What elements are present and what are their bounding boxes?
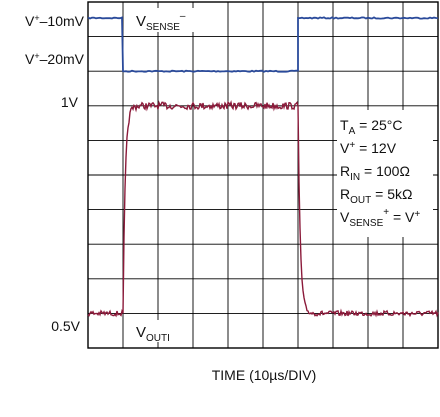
vsense-label: VSENSE– bbox=[131, 8, 195, 33]
condition-rout: ROUT = 5kΩ bbox=[340, 186, 412, 206]
vouti-label: VOUTI bbox=[133, 320, 183, 344]
condition-vplus: V+ = 12V bbox=[340, 140, 397, 156]
left-label-vplus-20mv: V+–20mV bbox=[25, 51, 85, 67]
test-conditions: TA = 25°C V+ = 12V RIN = 100Ω ROUT = 5kΩ… bbox=[337, 110, 433, 237]
left-label-0-5v: 0.5V bbox=[51, 318, 80, 334]
left-label-1v: 1V bbox=[61, 94, 79, 110]
condition-rin: RIN = 100Ω bbox=[340, 163, 410, 183]
svg-text:VSENSE–: VSENSE– bbox=[136, 11, 186, 33]
x-axis-label: TIME (10µs/DIV) bbox=[212, 367, 317, 383]
traces bbox=[87, 16, 439, 318]
condition-ta: TA = 25°C bbox=[340, 117, 402, 137]
svg-text:VOUTI: VOUTI bbox=[136, 324, 170, 344]
vouti-trace bbox=[87, 100, 439, 318]
condition-vsense: VSENSE+ = V+ bbox=[340, 207, 420, 229]
vsense-trace bbox=[87, 16, 439, 73]
left-label-vplus-10mv: V+–10mV bbox=[25, 13, 85, 29]
